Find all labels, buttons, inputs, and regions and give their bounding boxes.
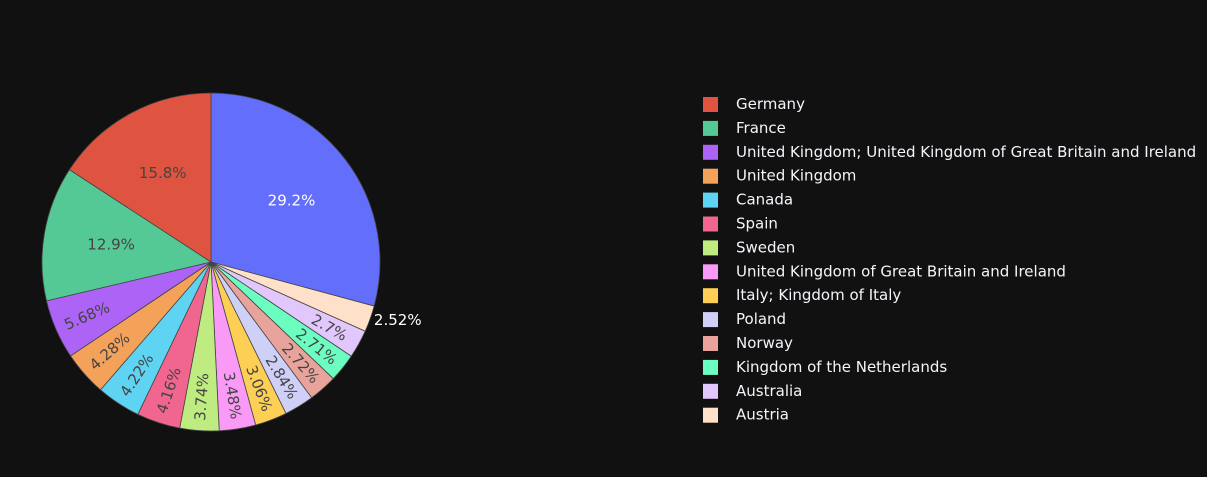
legend-label: Australia [736, 382, 802, 400]
legend-item-spain[interactable]: Spain [703, 215, 778, 233]
legend-item-austria[interactable]: Austria [703, 406, 789, 424]
legend-label: Kingdom of the Netherlands [736, 358, 947, 376]
legend-item-sweden[interactable]: Sweden [703, 238, 795, 256]
slice-percent-label: 3.74% [191, 372, 212, 421]
slice-percent-label: 29.2% [268, 191, 316, 209]
legend-swatch [703, 120, 718, 136]
pie-slice-france[interactable] [41, 169, 212, 302]
legend-swatch [703, 359, 718, 375]
legend-swatch [703, 240, 718, 256]
legend-label: Austria [736, 406, 789, 424]
legend-item-australia[interactable]: Australia [703, 382, 802, 400]
legend-item-germany[interactable]: Germany [703, 95, 805, 113]
legend-item-united-kingdom-united-kingdom-of-great-britain-and-ireland[interactable]: United Kingdom; United Kingdom of Great … [703, 143, 1196, 161]
legend-label: United Kingdom [736, 167, 856, 185]
legend-item-kingdom-of-the-netherlands[interactable]: Kingdom of the Netherlands [703, 358, 947, 376]
legend-swatch [703, 336, 718, 351]
legend-swatch [703, 312, 718, 328]
legend-swatch [703, 288, 718, 304]
legend-label: Germany [736, 95, 805, 113]
legend-swatch [703, 216, 718, 232]
legend-swatch [703, 407, 718, 423]
slice-percent-label: 2.52% [374, 311, 422, 329]
legend-item-canada[interactable]: Canada [703, 191, 793, 209]
legend-swatch [703, 264, 718, 280]
legend-label: United Kingdom of Great Britain and Irel… [736, 262, 1066, 280]
legend-swatch [703, 97, 718, 112]
legend-label: Italy; Kingdom of Italy [736, 286, 901, 304]
legend-label: Sweden [736, 238, 795, 256]
legend-swatch [703, 144, 718, 160]
legend-label: Norway [736, 334, 793, 352]
pie-slice-germany[interactable] [68, 92, 212, 263]
legend-label: Poland [736, 310, 786, 328]
legend-item-poland[interactable]: Poland [703, 310, 786, 328]
legend-label: Spain [736, 215, 778, 233]
legend-item-united-kingdom-of-great-britain-and-ireland[interactable]: United Kingdom of Great Britain and Irel… [703, 262, 1066, 280]
pie-slice-unlabeled[interactable] [210, 92, 381, 307]
legend-item-united-kingdom[interactable]: United Kingdom [703, 167, 856, 185]
legend-item-italy-kingdom-of-italy[interactable]: Italy; Kingdom of Italy [703, 286, 901, 304]
slice-percent-label: 15.8% [139, 164, 187, 182]
legend-item-norway[interactable]: Norway [703, 334, 793, 352]
slice-percent-label: 12.9% [87, 236, 135, 254]
legend-label: France [736, 119, 786, 137]
legend-swatch [703, 192, 718, 208]
pie-slices [41, 92, 381, 432]
legend: Germany France United Kingdom; United King… [703, 95, 1196, 424]
legend-label: United Kingdom; United Kingdom of Great … [736, 143, 1196, 161]
legend-swatch [703, 168, 718, 184]
legend-label: Canada [736, 191, 793, 209]
legend-item-france[interactable]: France [703, 119, 786, 137]
legend-swatch [703, 383, 718, 399]
